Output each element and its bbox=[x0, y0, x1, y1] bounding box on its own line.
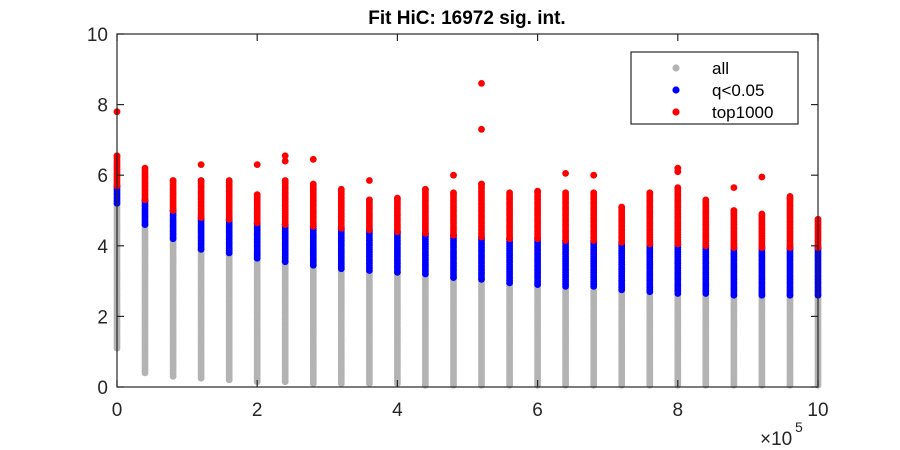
legend: all q<0.05 top1000 bbox=[630, 51, 799, 125]
legend-label: q<0.05 bbox=[712, 81, 764, 100]
data-point bbox=[422, 185, 429, 193]
outlier-point bbox=[309, 155, 317, 163]
data-point bbox=[337, 185, 345, 193]
series-q-0-05 bbox=[113, 182, 822, 299]
x-exponent-multiplier: ×10 bbox=[760, 429, 792, 450]
outlier-point bbox=[590, 171, 598, 179]
outlier-point bbox=[478, 125, 485, 133]
data-point bbox=[534, 187, 541, 195]
data-point bbox=[450, 189, 457, 197]
legend-marker bbox=[672, 64, 680, 72]
x-tick-label: 4 bbox=[392, 400, 403, 421]
y-tick-label: 0 bbox=[97, 378, 108, 399]
data-point bbox=[309, 180, 317, 188]
x-tick-label: 8 bbox=[673, 400, 684, 421]
data-point bbox=[506, 189, 513, 197]
data-point bbox=[141, 164, 149, 172]
outlier-point bbox=[786, 193, 794, 200]
data-point bbox=[674, 184, 682, 192]
y-tick-label: 2 bbox=[97, 307, 108, 328]
y-tick-label: 8 bbox=[97, 96, 108, 117]
plot-area bbox=[113, 80, 822, 389]
outlier-point bbox=[197, 161, 205, 169]
legend-label: top1000 bbox=[712, 103, 773, 122]
data-point bbox=[281, 177, 289, 184]
outlier-point bbox=[281, 152, 289, 160]
data-point bbox=[197, 177, 205, 184]
data-point bbox=[366, 196, 373, 204]
axes-box bbox=[116, 33, 819, 388]
data-point bbox=[562, 189, 569, 197]
series-top1000 bbox=[113, 80, 822, 252]
data-point bbox=[478, 180, 485, 188]
legend-marker bbox=[672, 86, 680, 94]
data-point bbox=[225, 177, 233, 184]
x-tick-label: 0 bbox=[112, 400, 123, 421]
data-point bbox=[646, 189, 654, 197]
series-all bbox=[113, 200, 822, 389]
y-tick-label: 6 bbox=[97, 166, 108, 187]
outlier-point bbox=[562, 170, 569, 177]
data-point bbox=[730, 207, 738, 214]
chart-title: Fit HiC: 16972 sig. int. bbox=[368, 8, 565, 29]
data-point bbox=[758, 210, 766, 218]
outlier-point bbox=[478, 80, 485, 87]
outlier-point bbox=[366, 177, 373, 184]
axis-ticks: 0 2 4 6 8 10 0 2 4 6 8 10 bbox=[87, 25, 829, 421]
outlier-point bbox=[281, 157, 289, 165]
outlier-point bbox=[253, 161, 261, 169]
data-point bbox=[590, 189, 598, 197]
data-point bbox=[702, 196, 710, 204]
x-tick-label: 2 bbox=[252, 400, 263, 421]
legend-box bbox=[630, 51, 799, 125]
y-tick-label: 4 bbox=[97, 237, 108, 258]
data-point bbox=[394, 194, 401, 202]
x-exponent-power: 5 bbox=[795, 419, 803, 435]
outlier-point bbox=[730, 184, 738, 192]
outlier-point bbox=[450, 171, 457, 179]
x-tick-label: 6 bbox=[532, 400, 543, 421]
outlier-point bbox=[758, 173, 766, 181]
legend-marker bbox=[672, 108, 680, 116]
y-tick-label: 10 bbox=[87, 25, 108, 46]
data-point bbox=[618, 203, 626, 211]
outlier-point bbox=[674, 168, 682, 176]
x-tick-label: 10 bbox=[807, 400, 828, 421]
legend-label: all bbox=[712, 59, 729, 78]
data-point bbox=[169, 177, 177, 184]
data-point bbox=[253, 191, 261, 199]
